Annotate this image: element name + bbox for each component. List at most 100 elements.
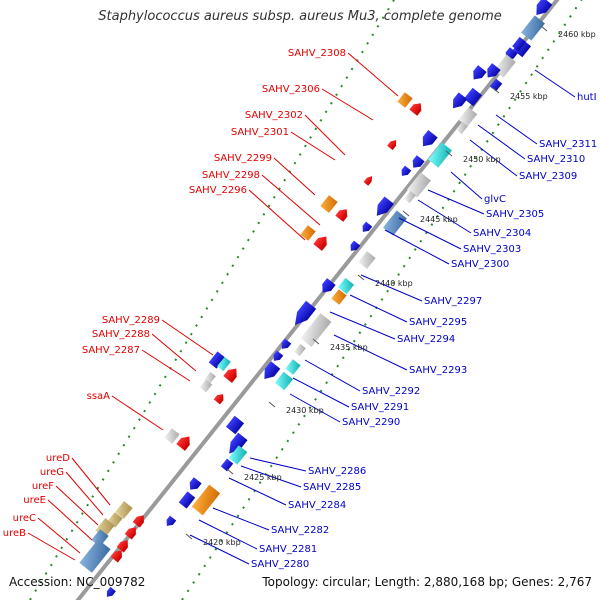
gene-feature[interactable]: [337, 277, 355, 295]
gene-feature[interactable]: [225, 415, 245, 435]
gene-feature[interactable]: [208, 351, 226, 369]
gene-label-right[interactable]: SAHV_2280: [251, 559, 309, 570]
gene-feature[interactable]: [104, 586, 116, 599]
gene-feature[interactable]: [335, 206, 350, 222]
gene-feature[interactable]: [383, 210, 407, 236]
gene-feature[interactable]: [458, 107, 478, 127]
gene-label-left[interactable]: ureG: [40, 467, 64, 478]
gene-label-left[interactable]: SAHV_2306: [262, 84, 320, 95]
gene-feature[interactable]: [397, 92, 413, 108]
gene-feature[interactable]: [483, 63, 501, 81]
gene-label-left[interactable]: SAHV_2302: [245, 110, 303, 121]
gene-label-right[interactable]: SAHV_2305: [486, 209, 544, 220]
gene-feature[interactable]: [285, 359, 301, 375]
gene-feature[interactable]: [409, 100, 424, 116]
gene-feature[interactable]: [532, 0, 553, 19]
gene-feature[interactable]: [290, 300, 317, 329]
gene-label-right[interactable]: SAHV_2295: [409, 317, 467, 328]
gene-label-right[interactable]: SAHV_2281: [259, 544, 317, 555]
gene-label-right[interactable]: SAHV_2291: [351, 402, 409, 413]
gene-feature[interactable]: [404, 190, 416, 204]
gene-label-right[interactable]: SAHV_2293: [409, 365, 467, 376]
gene-feature[interactable]: [360, 221, 373, 235]
gene-label-right[interactable]: SAHV_2294: [397, 334, 455, 345]
gene-label-right[interactable]: SAHV_2310: [527, 154, 585, 165]
gene-feature[interactable]: [132, 513, 148, 528]
gene-feature[interactable]: [318, 278, 336, 296]
gene-feature[interactable]: [449, 92, 468, 111]
gene-feature[interactable]: [213, 392, 226, 405]
gene-label-right[interactable]: SAHV_2282: [271, 525, 329, 536]
gene-label-left[interactable]: ureE: [23, 495, 46, 506]
gene-feature[interactable]: [399, 165, 412, 179]
gene-feature[interactable]: [79, 539, 111, 573]
gene-feature[interactable]: [294, 343, 306, 357]
gene-feature[interactable]: [115, 501, 133, 519]
gene-label-right[interactable]: SAHV_2290: [342, 417, 400, 428]
gene-feature[interactable]: [224, 432, 248, 458]
gene-feature[interactable]: [186, 477, 202, 493]
gene-label-left[interactable]: SAHV_2298: [202, 170, 260, 181]
gene-feature[interactable]: [178, 491, 196, 509]
gene-feature[interactable]: [300, 225, 316, 241]
gene-label-left[interactable]: SAHV_2296: [189, 185, 247, 196]
gene-label-right[interactable]: SAHV_2304: [473, 228, 531, 239]
gene-label-left[interactable]: SAHV_2301: [231, 127, 289, 138]
gene-label-right[interactable]: glvC: [484, 194, 506, 205]
gene-label-left[interactable]: SAHV_2287: [82, 345, 140, 356]
gene-feature[interactable]: [331, 289, 347, 305]
gene-feature[interactable]: [220, 458, 234, 472]
gene-feature[interactable]: [274, 371, 294, 391]
gene-label-right[interactable]: SAHV_2286: [308, 466, 366, 477]
gene-feature[interactable]: [217, 356, 231, 372]
gene-label-left[interactable]: ureB: [3, 528, 26, 539]
gene-feature[interactable]: [418, 130, 438, 150]
gene-feature[interactable]: [494, 54, 516, 78]
gene-feature[interactable]: [199, 379, 213, 393]
gene-feature[interactable]: [228, 445, 248, 465]
gene-feature[interactable]: [279, 338, 292, 352]
gene-label-right[interactable]: SAHV_2284: [288, 500, 346, 511]
gene-feature[interactable]: [463, 87, 483, 107]
gene-feature[interactable]: [164, 428, 180, 444]
gene-feature[interactable]: [191, 484, 221, 516]
gene-label-right[interactable]: SAHV_2297: [424, 296, 482, 307]
gene-label-right[interactable]: hutI: [577, 92, 597, 103]
gene-feature[interactable]: [407, 172, 431, 198]
gene-label-right[interactable]: SAHV_2303: [463, 244, 521, 255]
gene-label-left[interactable]: SAHV_2308: [288, 48, 346, 59]
gene-label-left[interactable]: ureD: [46, 453, 70, 464]
gene-label-right[interactable]: SAHV_2300: [451, 259, 509, 270]
gene-feature[interactable]: [260, 361, 281, 383]
gene-feature[interactable]: [358, 251, 376, 269]
gene-label-right[interactable]: SAHV_2292: [362, 386, 420, 397]
gene-feature[interactable]: [512, 36, 526, 52]
gene-feature[interactable]: [110, 548, 126, 563]
gene-feature[interactable]: [512, 38, 532, 58]
gene-feature[interactable]: [387, 138, 399, 151]
gene-feature[interactable]: [313, 233, 330, 251]
gene-feature[interactable]: [164, 515, 177, 529]
gene-feature[interactable]: [363, 174, 375, 186]
gene-label-left[interactable]: ureC: [13, 513, 36, 524]
gene-label-left[interactable]: SAHV_2299: [214, 153, 272, 164]
gene-label-right[interactable]: SAHV_2285: [303, 482, 361, 493]
gene-feature[interactable]: [223, 365, 240, 383]
gene-feature[interactable]: [469, 65, 487, 83]
gene-feature[interactable]: [372, 196, 394, 219]
gene-feature[interactable]: [124, 525, 140, 540]
gene-feature[interactable]: [409, 155, 425, 171]
gene-feature[interactable]: [348, 240, 361, 254]
gene-label-left[interactable]: ureF: [32, 481, 54, 492]
gene-feature[interactable]: [521, 15, 545, 41]
gene-label-right[interactable]: SAHV_2311: [539, 139, 597, 150]
gene-feature[interactable]: [116, 538, 132, 553]
gene-label-left[interactable]: SAHV_2289: [102, 315, 160, 326]
gene-label-left[interactable]: SAHV_2288: [92, 329, 150, 340]
gene-feature[interactable]: [271, 350, 284, 364]
gene-feature[interactable]: [300, 313, 332, 347]
gene-feature[interactable]: [320, 195, 338, 213]
gene-label-left[interactable]: ssaA: [87, 391, 111, 402]
gene-feature[interactable]: [176, 433, 193, 451]
